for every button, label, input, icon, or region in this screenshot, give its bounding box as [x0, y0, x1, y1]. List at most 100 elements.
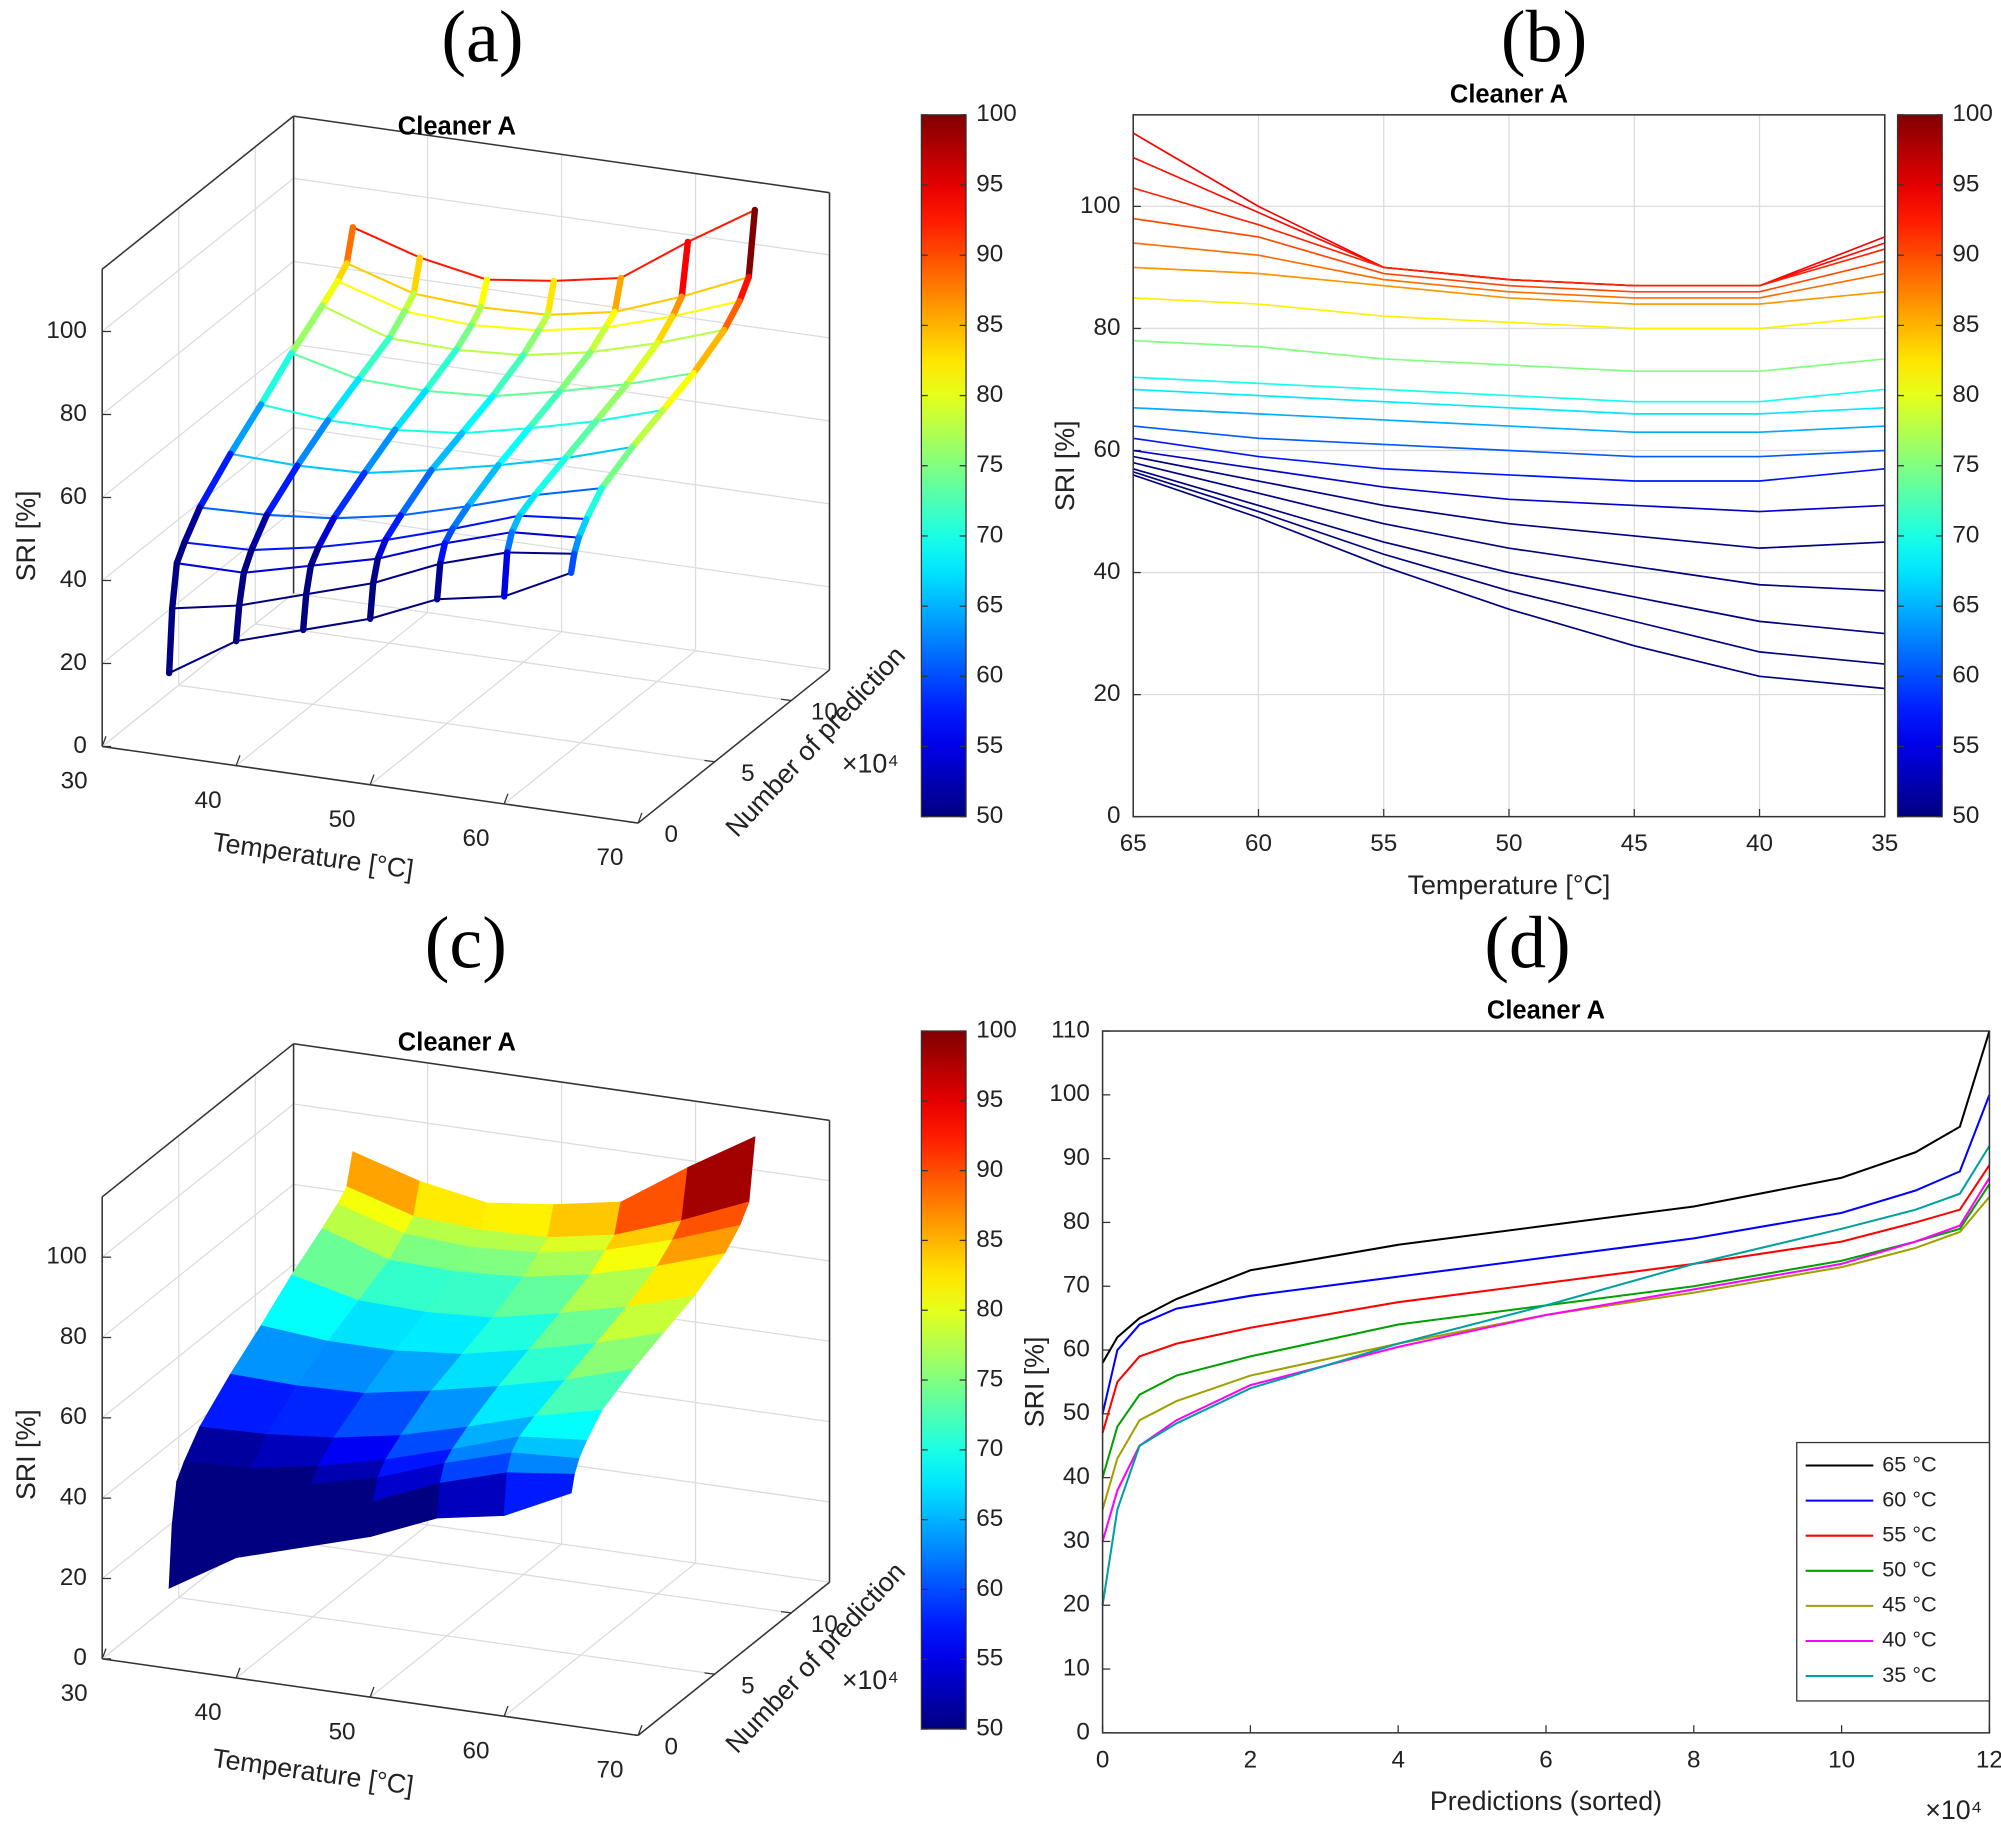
grid-line	[101, 1103, 294, 1258]
x-axis-label: Predictions (sorted)	[1430, 1786, 1662, 1816]
waterfall-ribbon	[165, 605, 176, 677]
waterfall-ribbon	[299, 591, 310, 634]
colorbar-tick-label: 80	[1952, 381, 1979, 408]
waterfall-ribbon	[343, 224, 357, 267]
series-line	[1133, 217, 1885, 293]
colorbar-tick-label: 50	[1952, 802, 1979, 829]
z-tick-label: 0	[73, 732, 86, 759]
waterfall-ribbon	[236, 569, 248, 609]
z-tick-label: 60	[60, 483, 87, 510]
grid-line	[369, 1543, 562, 1698]
y-axis-label: SRI [%]	[1050, 420, 1080, 511]
waterfall-ribbon	[315, 515, 337, 551]
colorbar-tick-label: 85	[976, 1226, 1003, 1253]
chart-title: Cleaner A	[398, 1029, 516, 1057]
y-tick-label: 0	[1076, 1718, 1089, 1745]
y-tick-label: 5	[741, 760, 754, 787]
x-tick-label: 12	[1976, 1746, 2001, 1773]
y-tick-label: 20	[1063, 1591, 1090, 1618]
colorbar-tick-label: 75	[976, 1365, 1003, 1392]
y-tick-label: 60	[1063, 1335, 1090, 1362]
axis-edge	[102, 1658, 639, 1737]
x-tick-label: 6	[1539, 1746, 1552, 1773]
colorbar-tick-label: 100	[976, 1016, 1016, 1043]
x-tick-label: 40	[195, 787, 222, 814]
legend-label: 55 °C	[1882, 1521, 1936, 1546]
grid-line	[101, 1183, 294, 1339]
colorbar-tick-label: 85	[976, 311, 1003, 338]
y-tick	[704, 759, 715, 763]
y-tick-label: 100	[1049, 1080, 1089, 1107]
colorbar-tick-label: 95	[976, 170, 1003, 197]
legend-label: 65 °C	[1882, 1451, 1936, 1476]
x-tick-label: 70	[597, 844, 624, 871]
axis-multiplier: ×10⁴	[842, 1665, 899, 1695]
colorbar-tick-label: 100	[1952, 100, 1992, 127]
axes-box	[1132, 114, 1886, 818]
axis-edge	[102, 745, 639, 824]
waterfall-ribbon	[562, 418, 600, 462]
z-tick-label: 40	[60, 566, 87, 593]
waterfall-ribbon	[736, 273, 752, 305]
y-tick-label: 10	[811, 699, 838, 726]
waterfall-ribbon	[468, 304, 484, 329]
x-tick	[503, 793, 509, 805]
z-tick-label: 40	[60, 1484, 87, 1511]
waterfall-ribbon	[288, 302, 326, 357]
waterfall-ribbon	[556, 349, 594, 395]
waterfall-ribbon	[669, 293, 685, 320]
legend-label: 40 °C	[1882, 1627, 1936, 1652]
legend-label: 45 °C	[1882, 1592, 1936, 1617]
x-tick-label: 70	[597, 1757, 624, 1784]
series-line	[1132, 468, 1885, 635]
waterfall-ribbon	[654, 313, 676, 347]
waterfall-ribbon	[453, 321, 475, 353]
waterfall-ribbon	[307, 543, 322, 569]
axis-multiplier: ×10⁴	[842, 749, 899, 779]
waterfall-ribbon	[361, 426, 399, 477]
y-tick-label: 70	[1063, 1272, 1090, 1299]
y-axis-label: SRI [%]	[1019, 1337, 1049, 1428]
surface-patch	[168, 1522, 240, 1589]
colorbar-tick-label: 60	[976, 1575, 1003, 1602]
z-axis-label: SRI [%]	[11, 491, 41, 582]
waterfall-ribbon	[575, 515, 590, 541]
grid-line	[293, 177, 830, 256]
colorbar-tick-label: 80	[976, 381, 1003, 408]
waterfall-ribbon	[525, 388, 563, 432]
z-tick-label: 20	[60, 649, 87, 676]
waterfall-ribbon	[611, 274, 625, 316]
x-tick-label: 50	[329, 1718, 356, 1745]
colorbar-tick-label: 65	[976, 592, 1003, 619]
axes-box	[1101, 1030, 1991, 1734]
waterfall-ribbon	[458, 393, 496, 437]
y-tick-label: 110	[1051, 1016, 1090, 1043]
surface-patch	[503, 1472, 575, 1517]
y-tick	[780, 1610, 792, 1614]
waterfall-ribbon	[690, 326, 728, 377]
series-line	[1101, 1145, 1991, 1606]
waterfall-ribbon	[410, 254, 424, 297]
series-line	[1132, 187, 1886, 287]
waterfall-ribbon	[516, 491, 538, 519]
waterfall-ribbon	[503, 528, 515, 556]
colorbar-tick-label: 90	[976, 241, 1003, 268]
x-tick-label: 40	[195, 1699, 222, 1726]
waterfall-ribbon	[366, 579, 377, 622]
colorbar-tick-label: 100	[976, 100, 1016, 127]
y-tick-label: 0	[1107, 802, 1120, 829]
waterfall-ribbon	[422, 346, 460, 395]
panel-label: (d)	[1484, 903, 1570, 985]
z-tick-label: 0	[73, 1644, 86, 1671]
series-line	[1133, 449, 1885, 513]
series-line	[1101, 1177, 1991, 1542]
colorbar-tick-label: 55	[976, 1645, 1003, 1672]
waterfall-ribbon	[169, 559, 181, 612]
waterfall-ribbon	[500, 549, 511, 600]
waterfall-ribbon	[721, 297, 743, 334]
z-tick-label: 20	[60, 1564, 87, 1591]
y-tick-label: 0	[665, 1734, 678, 1761]
waterfall-ribbon	[391, 387, 429, 434]
y-axis-label: Number of prediction	[720, 1556, 911, 1758]
waterfall-ribbon	[181, 504, 203, 546]
